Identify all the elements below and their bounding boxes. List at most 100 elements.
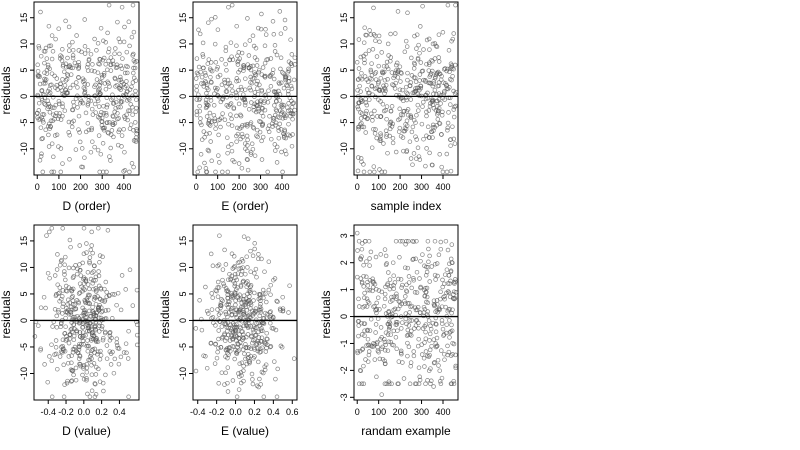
data-point <box>381 108 387 114</box>
data-point <box>412 326 417 331</box>
data-point <box>357 348 363 354</box>
data-point <box>33 319 39 324</box>
data-point <box>87 260 92 266</box>
data-point <box>127 169 132 175</box>
data-point <box>370 288 375 294</box>
data-point <box>357 83 362 89</box>
data-point <box>446 48 452 53</box>
data-point <box>233 328 239 334</box>
data-point <box>391 307 396 313</box>
data-point <box>102 286 107 292</box>
data-point <box>289 143 295 149</box>
data-point <box>258 26 264 32</box>
data-point <box>253 45 259 51</box>
x-tick-label: -0.4 <box>190 407 206 417</box>
data-point <box>374 310 379 316</box>
data-point <box>125 356 131 361</box>
data-point <box>38 347 43 353</box>
data-point <box>444 267 450 272</box>
data-point <box>367 169 373 175</box>
data-point <box>131 70 136 76</box>
data-point <box>377 88 382 93</box>
data-point <box>394 346 399 352</box>
data-point <box>359 111 365 116</box>
data-point <box>112 356 118 362</box>
data-point <box>291 77 297 83</box>
data-point <box>404 97 409 103</box>
data-point <box>248 64 253 69</box>
data-point <box>448 137 453 142</box>
data-point <box>96 133 102 138</box>
data-point <box>278 66 283 72</box>
data-point <box>108 55 114 60</box>
data-point <box>364 304 370 309</box>
data-point <box>409 318 414 323</box>
data-point <box>80 334 86 339</box>
data-point <box>370 118 375 123</box>
data-point <box>91 297 97 302</box>
data-point <box>452 141 458 146</box>
data-point <box>49 33 55 38</box>
data-point <box>52 105 57 110</box>
data-point <box>93 326 98 332</box>
data-point <box>55 366 60 372</box>
data-point <box>73 377 79 383</box>
plot-frame <box>192 1 298 176</box>
y-tick-label: 0 <box>339 314 349 319</box>
data-point <box>372 303 377 309</box>
data-point <box>364 108 369 114</box>
data-point <box>68 72 74 77</box>
data-point <box>80 372 85 378</box>
data-point <box>290 112 296 117</box>
data-point <box>376 81 381 86</box>
data-point <box>35 62 40 68</box>
data-point <box>46 144 52 149</box>
data-point <box>442 296 447 302</box>
data-point <box>215 294 221 299</box>
data-point <box>103 62 108 67</box>
data-point <box>402 49 408 55</box>
data-point <box>424 146 429 151</box>
data-point <box>400 87 405 93</box>
data-point <box>107 338 113 343</box>
plot-frame <box>33 1 140 176</box>
data-point <box>111 370 117 376</box>
data-point <box>73 365 79 371</box>
data-point <box>366 352 372 358</box>
data-point <box>364 102 370 108</box>
data-point <box>35 115 40 120</box>
data-point <box>366 48 372 53</box>
data-point <box>430 68 435 74</box>
data-point <box>399 285 404 290</box>
data-point <box>362 238 368 244</box>
data-point <box>435 273 440 279</box>
data-point <box>220 111 225 116</box>
data-point <box>429 97 435 102</box>
data-point <box>103 40 108 45</box>
data-point <box>241 368 246 374</box>
data-point <box>86 294 91 299</box>
data-point <box>80 305 85 311</box>
data-point <box>246 107 252 112</box>
data-point <box>411 353 417 359</box>
data-point <box>234 334 240 339</box>
data-point <box>122 149 127 155</box>
data-point <box>252 290 257 296</box>
data-point <box>403 311 409 316</box>
data-point <box>385 282 390 288</box>
data-point <box>236 50 242 55</box>
data-point <box>356 100 361 106</box>
data-point <box>81 364 86 369</box>
y-tick-label: -5 <box>339 119 349 127</box>
data-point <box>101 110 107 116</box>
y-tick-label: 15 <box>19 13 29 23</box>
data-point <box>49 141 55 146</box>
data-point <box>246 288 252 294</box>
data-point <box>381 303 387 309</box>
data-point <box>197 108 203 114</box>
data-point <box>278 103 284 108</box>
data-point <box>89 229 94 235</box>
data-point <box>110 316 115 321</box>
data-point <box>79 146 85 151</box>
